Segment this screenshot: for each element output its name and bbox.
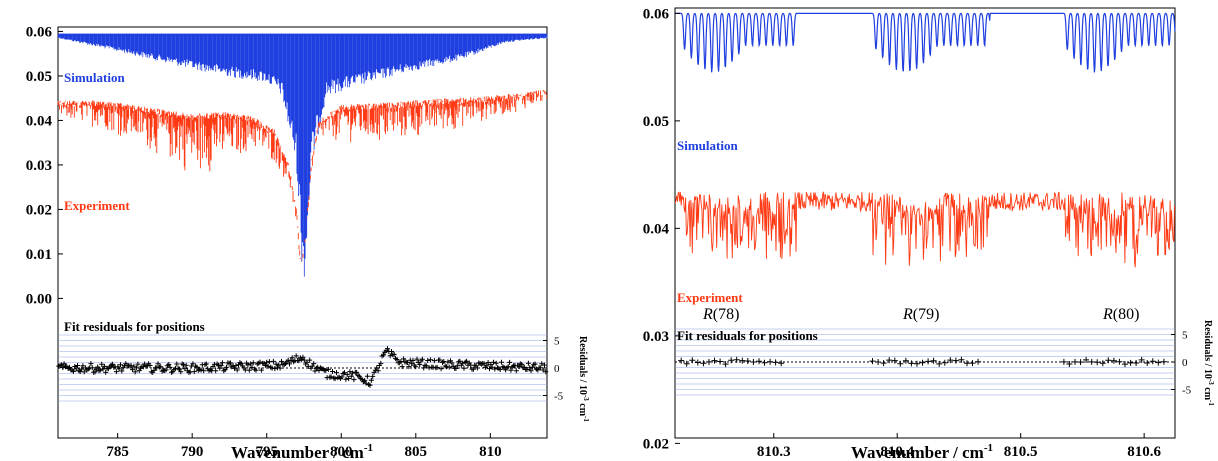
left-residuals-axis-label: Residuals / 10-3 cm-1 [577,336,590,422]
residual-tick-label: 5 [554,336,560,348]
residual-tick-label: -5 [1182,385,1192,397]
y-tick-label: 0.06 [26,24,53,40]
x-tick-label: 810.3 [757,444,791,460]
left-residual-gridlines [58,334,547,402]
right-experiment-series [674,191,1175,268]
branch-label-r80: R(80) [1102,306,1139,323]
left-chart-panel: 0.00 0.01 0.02 0.03 0.04 0.05 0.06 785 790 795 80… [26,24,590,461]
x-tick-label: 810 [479,444,502,460]
left-simulation-series [57,33,548,277]
right-x-axis-label: Wavenumber / cm-1 [851,442,993,461]
left-y-axis: 0.00 0.01 0.02 0.03 0.04 0.05 0.06 [26,24,63,307]
left-residual-points [56,346,549,388]
experiment-spectrum [57,90,548,265]
right-plot-frame [674,7,1176,439]
right-experiment-label: Experiment [677,290,743,305]
left-experiment-label: Experiment [64,198,130,213]
right-simulation-series [675,12,1176,73]
right-residual-axis: 5 0 -5 [1171,330,1192,397]
x-tick-label: 795 [255,444,278,460]
y-tick-label: 0.01 [26,247,52,263]
residual-tick-label: 0 [1182,357,1188,369]
right-residual-gridlines [675,328,1175,396]
left-simulation-label: Simulation [64,70,125,85]
right-chart-panel: 0.020.030.040.050.06 810.3 810.4 810.5 810.… [643,6,1215,461]
experiment-spectrum [674,191,1175,268]
right-x-axis: 810.3 810.4 810.5 810.6 [757,433,1162,460]
left-plot-frame [57,26,548,439]
x-tick-label: 790 [181,444,204,460]
simulation-spectrum [57,33,548,277]
right-residuals-axis-label: Residuals / 10-3 cm-1 [1202,320,1215,406]
residual-markers [56,346,549,388]
right-residuals-title: Fit residuals for positions [677,328,818,343]
x-tick-label: 810.5 [1004,444,1038,460]
x-tick-label: 800 [330,444,353,460]
x-tick-label: 810.6 [1127,444,1161,460]
residual-tick-label: 0 [554,363,560,375]
right-simulation-label: Simulation [677,138,738,153]
y-tick-label: 0.06 [643,6,670,22]
residual-tick-label: -5 [554,391,564,403]
left-x-axis-label: Wavenumber / cm-1 [231,442,373,461]
left-x-axis: 785 790 795 800 805 810 [106,433,502,460]
branch-label-r79: R(79) [902,306,939,323]
y-tick-label: 0.02 [26,202,52,218]
simulation-baseline [58,33,547,36]
y-tick-label: 0.03 [643,329,669,345]
left-residuals-title: Fit residuals for positions [64,319,205,334]
y-tick-label: 0.04 [26,113,53,129]
branch-label-r78: R(78) [702,306,739,323]
y-tick-label: 0.02 [643,436,669,452]
x-tick-label: 810.4 [880,444,914,460]
x-tick-label: 785 [106,444,129,460]
simulation-spectrum [675,12,1176,73]
residual-tick-label: 5 [1182,330,1188,342]
left-experiment-series [57,90,548,265]
left-residual-axis: 5 0 -5 [543,336,564,403]
y-tick-label: 0.00 [26,291,52,307]
x-tick-label: 805 [405,444,428,460]
right-residual-points [678,356,1167,368]
residual-markers [678,356,1167,368]
y-tick-label: 0.05 [26,69,52,85]
y-tick-label: 0.04 [643,221,670,237]
y-tick-label: 0.05 [643,114,669,130]
y-tick-label: 0.03 [26,158,52,174]
right-y-axis: 0.02 0.03 0.04 0.05 0.06 [643,6,680,452]
